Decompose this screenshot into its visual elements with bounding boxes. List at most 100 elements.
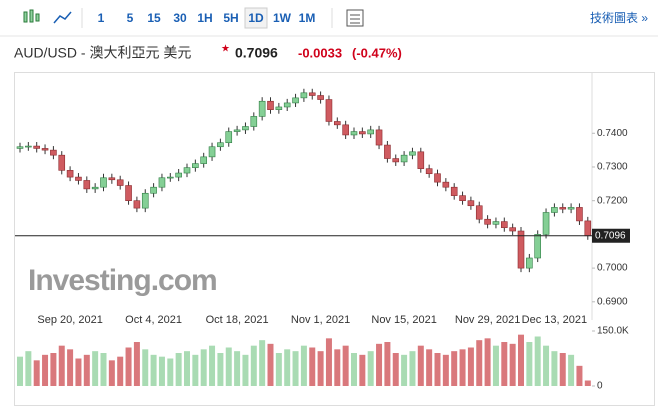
volume-bar (376, 343, 383, 386)
volume-bar (484, 338, 491, 386)
candle-body (116, 179, 124, 186)
volume-bar (526, 342, 533, 386)
candle-body (108, 177, 116, 181)
volume-bar (309, 347, 316, 386)
volume-bar (75, 358, 82, 386)
volume-bar (334, 349, 341, 386)
volume-bar (175, 353, 182, 386)
candle-body (325, 99, 333, 122)
timeframe-button[interactable]: 1H (197, 11, 212, 25)
timeframe-button[interactable]: 1W (273, 11, 292, 25)
candle-body (350, 131, 358, 136)
candle-body (417, 151, 425, 169)
volume-bar (501, 342, 508, 386)
timeframe-button[interactable]: 1D (248, 11, 264, 25)
symbol: AUD/USD - 澳大利亞元 美元 (14, 45, 191, 61)
volume-bar (50, 353, 57, 386)
line-icon[interactable] (53, 11, 72, 24)
timeframe-button[interactable]: 5H (223, 11, 238, 25)
watermark: Investing.com (28, 264, 217, 297)
candle-icon[interactable] (23, 9, 40, 23)
timeframe-button[interactable]: 5 (127, 11, 134, 25)
volume-bar (367, 351, 374, 386)
change-pct: (-0.47%) (352, 45, 402, 60)
volume-bar (342, 345, 349, 386)
candle-body (242, 126, 249, 131)
candle-body (534, 234, 542, 259)
candle-body (517, 230, 525, 269)
candle-body (300, 92, 308, 99)
y-tick-label: 0.6900 (597, 296, 628, 307)
candle-body (509, 227, 516, 232)
volume-bar (17, 356, 23, 386)
volume-bar (117, 356, 124, 386)
volume-bar (234, 351, 241, 386)
selected-box (244, 7, 268, 29)
volume-bar (568, 354, 575, 386)
candle-body (367, 129, 375, 135)
volume-bar (242, 354, 249, 386)
candle-body (442, 181, 450, 188)
volume-bar (442, 354, 449, 386)
candle-body (551, 207, 558, 213)
volume-tick-label: 0 (597, 381, 603, 392)
volume-bar (133, 342, 140, 386)
volume-bar (401, 354, 408, 386)
candle-body (409, 151, 416, 156)
volume-bar (167, 358, 174, 386)
volume-bar (476, 340, 483, 386)
volume-bar (317, 351, 324, 386)
timeframe-button[interactable]: 30 (173, 11, 187, 25)
candle-body (425, 168, 433, 175)
volume-bar (509, 343, 516, 386)
technical-link[interactable]: 技術圖表 » (590, 11, 648, 25)
settings-icon[interactable] (346, 9, 364, 27)
candle-body (217, 142, 224, 148)
candle-body (50, 149, 57, 156)
candle-body (392, 158, 400, 163)
change: -0.0033 (298, 45, 342, 60)
x-tick-label: Dec 13, 2021 (522, 314, 587, 326)
candle-body (75, 176, 82, 181)
candle-body (25, 145, 32, 148)
volume-bar (559, 353, 566, 386)
volume-bar (150, 354, 157, 386)
volume-bar (158, 356, 165, 386)
star: ★ (221, 44, 230, 55)
volume-bar (459, 349, 466, 386)
candle-body (359, 131, 366, 135)
candle-body (16, 146, 24, 149)
candle-body (542, 212, 550, 235)
volume-bar (417, 345, 424, 386)
candle-body (141, 192, 149, 209)
volume-bar (392, 353, 399, 386)
volume-bar (292, 351, 299, 386)
candle-body (375, 129, 383, 146)
volume-bar (543, 345, 550, 386)
candle-body (150, 186, 157, 194)
volume-bar (267, 343, 274, 386)
timeframe-button[interactable]: 15 (147, 11, 161, 25)
x-tick-label: Oct 18, 2021 (206, 314, 269, 326)
candle-body (475, 205, 483, 220)
candle-body (66, 170, 74, 178)
volume-bar (142, 349, 149, 386)
volume-bar (67, 349, 74, 386)
volume-bar (250, 345, 257, 386)
volume-tick-label: 150.0K (597, 326, 629, 337)
y-tick-label: 0.7400 (597, 128, 628, 139)
volume-bar (58, 345, 65, 386)
candle-body (567, 207, 575, 210)
timeframe-button[interactable]: 1 (98, 11, 105, 25)
y-tick-label: 0.7200 (597, 195, 628, 206)
volume-bar (409, 351, 416, 386)
volume-bar (275, 353, 282, 386)
candle-body (317, 95, 324, 100)
volume-bar (125, 347, 132, 386)
candle-body (167, 176, 174, 179)
candle-body (100, 177, 107, 188)
timeframe-button[interactable]: 1M (299, 11, 316, 25)
candle-body (41, 148, 49, 151)
candle-body (292, 97, 299, 104)
